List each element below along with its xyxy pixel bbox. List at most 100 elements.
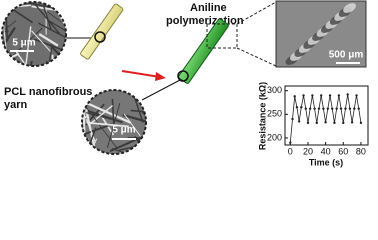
y-tick-label: 250 [267, 109, 282, 119]
fiber [43, 5, 52, 30]
fiber [62, 17, 66, 22]
data-point [315, 121, 318, 125]
scale-bar [112, 138, 136, 140]
x-tick-label: 40 [321, 146, 331, 156]
data-point [320, 94, 323, 97]
fiber-twist [343, 3, 356, 13]
yarn-green [178, 18, 229, 84]
scale-label: 5 μm [112, 125, 135, 136]
fiber [147, 131, 164, 160]
scale-bar [10, 50, 34, 52]
sem-frame [275, 0, 367, 68]
fiber [2, 26, 16, 66]
fiber [119, 151, 146, 154]
fiber [82, 143, 93, 154]
fiber [132, 92, 144, 123]
sem-frame [81, 89, 147, 155]
zoom-ring [94, 31, 106, 43]
fiber [82, 123, 113, 141]
data-point [335, 107, 338, 110]
data-point [359, 121, 363, 125]
fiber [109, 135, 144, 153]
process-label: Aniline [190, 2, 227, 14]
fiber [82, 138, 98, 154]
fiber [82, 138, 90, 150]
data-point [302, 94, 305, 97]
x-tick-label: 80 [356, 146, 366, 156]
x-axis-label: Time (s) [309, 157, 343, 167]
x-tick-label: 20 [303, 146, 313, 156]
fiber [134, 135, 146, 154]
data-point [293, 95, 296, 98]
data-point [289, 141, 292, 144]
x-tick-label: 60 [338, 146, 348, 156]
chart: Time (s) Resistance (kΩ) 200 250 300 0 20 40 6… [257, 82, 369, 167]
process-label: polymerization [166, 15, 244, 27]
data-point [308, 107, 312, 110]
y-tick-label: 200 [267, 132, 282, 142]
fiber [38, 33, 59, 47]
fiber [0, 68, 32, 81]
data-point [295, 106, 299, 109]
zoom-ring [177, 70, 189, 82]
fiber [82, 142, 93, 154]
y-tick-label: 300 [267, 85, 282, 95]
scale-bar [336, 62, 360, 64]
fiber [112, 148, 146, 154]
data-point [322, 107, 325, 110]
scale-label: 5 μm [12, 38, 35, 49]
yarn-label: PCL nanofibrous [4, 86, 92, 98]
yarn-label: yarn [4, 99, 28, 111]
fiber [142, 154, 163, 171]
y-axis-label: Resistance (kΩ) [257, 82, 267, 150]
fiber [67, 156, 104, 171]
data-point [311, 94, 314, 97]
data-point [353, 107, 356, 110]
fiber [34, 38, 63, 51]
data-point [306, 121, 310, 125]
data-point [339, 107, 343, 110]
data-point [342, 121, 345, 125]
fiber [57, 12, 66, 46]
fiber [86, 121, 129, 128]
fiber [37, 22, 66, 48]
data-point [346, 93, 349, 96]
fiber [48, 44, 53, 66]
fiber [46, 19, 66, 51]
sem-image [67, 90, 164, 171]
fiber [87, 110, 123, 124]
arrow-head [155, 72, 166, 81]
data-point [357, 107, 360, 110]
data-point [324, 121, 327, 124]
data-point [333, 121, 336, 125]
data-point [331, 107, 334, 110]
connector [236, 1, 277, 25]
data-point [300, 106, 303, 109]
sem-frame [1, 1, 67, 67]
data-point [326, 107, 330, 110]
sem-image [276, 1, 366, 67]
fiber [31, 30, 52, 53]
x-tick-label: 0 [288, 146, 293, 156]
fiber [69, 156, 80, 171]
fiber [82, 114, 90, 142]
fiber [85, 101, 132, 124]
data-point [355, 94, 358, 97]
scale-label: 500 μm [329, 50, 364, 61]
fiber [65, 22, 66, 63]
data-point [313, 107, 316, 110]
fiber [8, 27, 43, 61]
fiber [132, 152, 142, 154]
data-point [348, 107, 352, 110]
arrow [121, 70, 161, 78]
data-point [350, 121, 354, 124]
figure: 5 μm 5 μm 500 μm PCL nanofibrous yarn An… [0, 0, 369, 171]
fiber [88, 105, 114, 126]
data-point [317, 107, 321, 110]
data-point [304, 107, 307, 110]
yarn [178, 18, 229, 84]
fiber [122, 113, 146, 123]
connector [236, 47, 277, 67]
fiber [130, 109, 146, 115]
data-point [337, 94, 341, 97]
